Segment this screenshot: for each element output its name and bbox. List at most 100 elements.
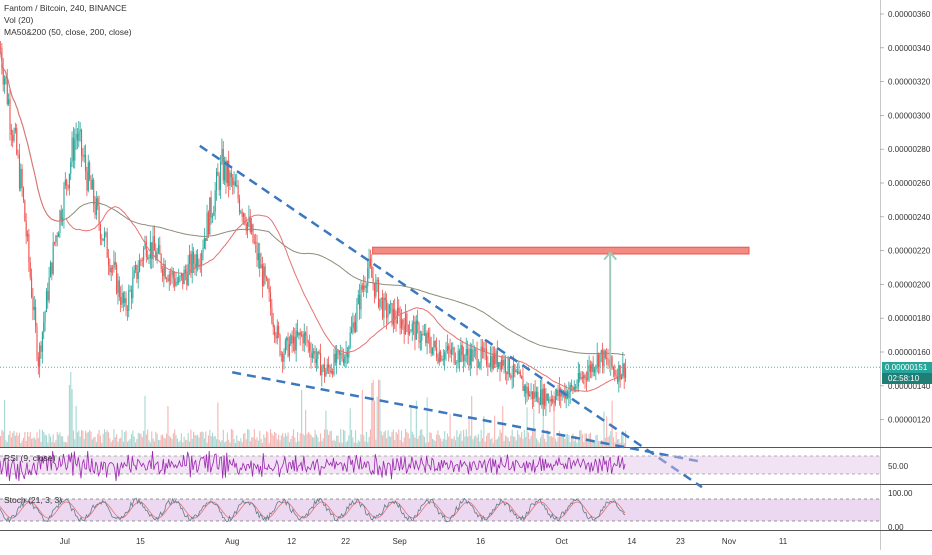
candle-body — [79, 129, 81, 132]
candle-body — [450, 349, 452, 354]
candle-body — [8, 99, 10, 104]
candle-body — [17, 153, 19, 155]
lower-trendline — [231, 371, 703, 464]
candle-body — [191, 251, 193, 274]
candle-body — [224, 160, 226, 181]
time-tick-label: 15 — [136, 537, 145, 546]
candle-body — [255, 242, 257, 244]
candle-body — [319, 353, 322, 376]
volume-bar — [292, 429, 295, 447]
volume-bar — [229, 442, 231, 447]
candle-body — [13, 130, 15, 141]
volume-bar — [542, 398, 544, 447]
candle-body — [403, 324, 405, 335]
candle-body — [510, 375, 512, 378]
candle-body — [525, 385, 527, 394]
volume-bar — [534, 431, 536, 447]
candle-body — [195, 254, 197, 269]
time-tick-label: 16 — [476, 537, 485, 546]
candle-body — [160, 254, 162, 269]
candle-body — [459, 350, 461, 363]
volume-bar — [112, 440, 114, 447]
candle-body — [222, 149, 224, 181]
volume-bar — [288, 442, 290, 447]
volume-bar — [355, 430, 357, 447]
volume-bar — [364, 441, 366, 447]
candle-body — [372, 277, 374, 283]
target-arrow-head — [603, 251, 617, 261]
candle-body — [309, 342, 311, 352]
volume-bar — [538, 442, 540, 447]
candle-body — [463, 354, 465, 362]
volume-bar — [137, 432, 139, 447]
candle-body — [479, 362, 481, 367]
volume-bar — [519, 437, 521, 447]
candle-body — [16, 128, 18, 154]
volume-bar — [182, 442, 184, 447]
candle-body — [351, 327, 353, 333]
volume-bar — [521, 431, 523, 447]
volume-bar — [446, 433, 448, 447]
volume-bar — [202, 432, 204, 447]
candle-body — [371, 266, 373, 278]
volume-bar — [149, 442, 151, 447]
volume-bar — [623, 442, 625, 447]
candle-body — [315, 358, 317, 363]
candle-body — [32, 297, 34, 310]
volume-bar — [78, 430, 80, 447]
candle-body — [349, 332, 351, 348]
candle-body — [274, 327, 276, 336]
candle-body — [149, 242, 151, 259]
volume-bar — [74, 439, 76, 447]
candle-body — [290, 335, 292, 344]
volume-bar — [550, 436, 552, 447]
volume-bar — [430, 432, 432, 447]
volume-bar — [372, 380, 374, 447]
volume-bar — [17, 435, 19, 447]
volume-bar — [553, 391, 555, 447]
volume-bar — [106, 430, 108, 447]
candle-body — [468, 355, 470, 366]
volume-bar — [379, 380, 381, 447]
volume-bar — [460, 430, 462, 447]
candle-body — [599, 353, 601, 368]
candle-body — [363, 285, 365, 290]
volume-bar — [378, 379, 380, 447]
candle-body — [333, 353, 335, 375]
volume-bar — [540, 437, 542, 447]
candle-body — [268, 287, 270, 293]
candle-body — [527, 387, 529, 397]
volume-bar — [562, 435, 565, 447]
volume-bar — [178, 442, 180, 447]
volume-bar — [298, 441, 300, 447]
volume-bar — [306, 434, 308, 447]
volume-bar — [159, 440, 161, 447]
volume-bar — [529, 439, 531, 447]
volume-bar — [222, 429, 224, 447]
candle-body — [530, 391, 532, 395]
candle-body — [533, 391, 535, 400]
volume-bar — [252, 437, 254, 447]
volume-bar — [569, 442, 571, 447]
volume-bar — [282, 432, 284, 447]
candle-body — [356, 303, 358, 321]
volume-bar — [211, 432, 214, 447]
volume-bar — [314, 429, 316, 447]
volume-bar — [60, 436, 62, 447]
candle-body — [66, 179, 68, 186]
volume-bar — [348, 435, 350, 447]
candle-body — [186, 273, 188, 286]
volume-bar — [554, 438, 556, 447]
volume-bar — [248, 429, 250, 447]
volume-bar — [317, 436, 319, 447]
candle-body — [611, 356, 613, 368]
volume-bar — [264, 437, 266, 447]
volume-bar — [515, 440, 517, 447]
volume-bar — [122, 441, 124, 447]
candle-body — [557, 389, 559, 397]
candle-body — [491, 356, 493, 369]
volume-bar — [309, 433, 311, 447]
volume-bar — [81, 429, 83, 447]
